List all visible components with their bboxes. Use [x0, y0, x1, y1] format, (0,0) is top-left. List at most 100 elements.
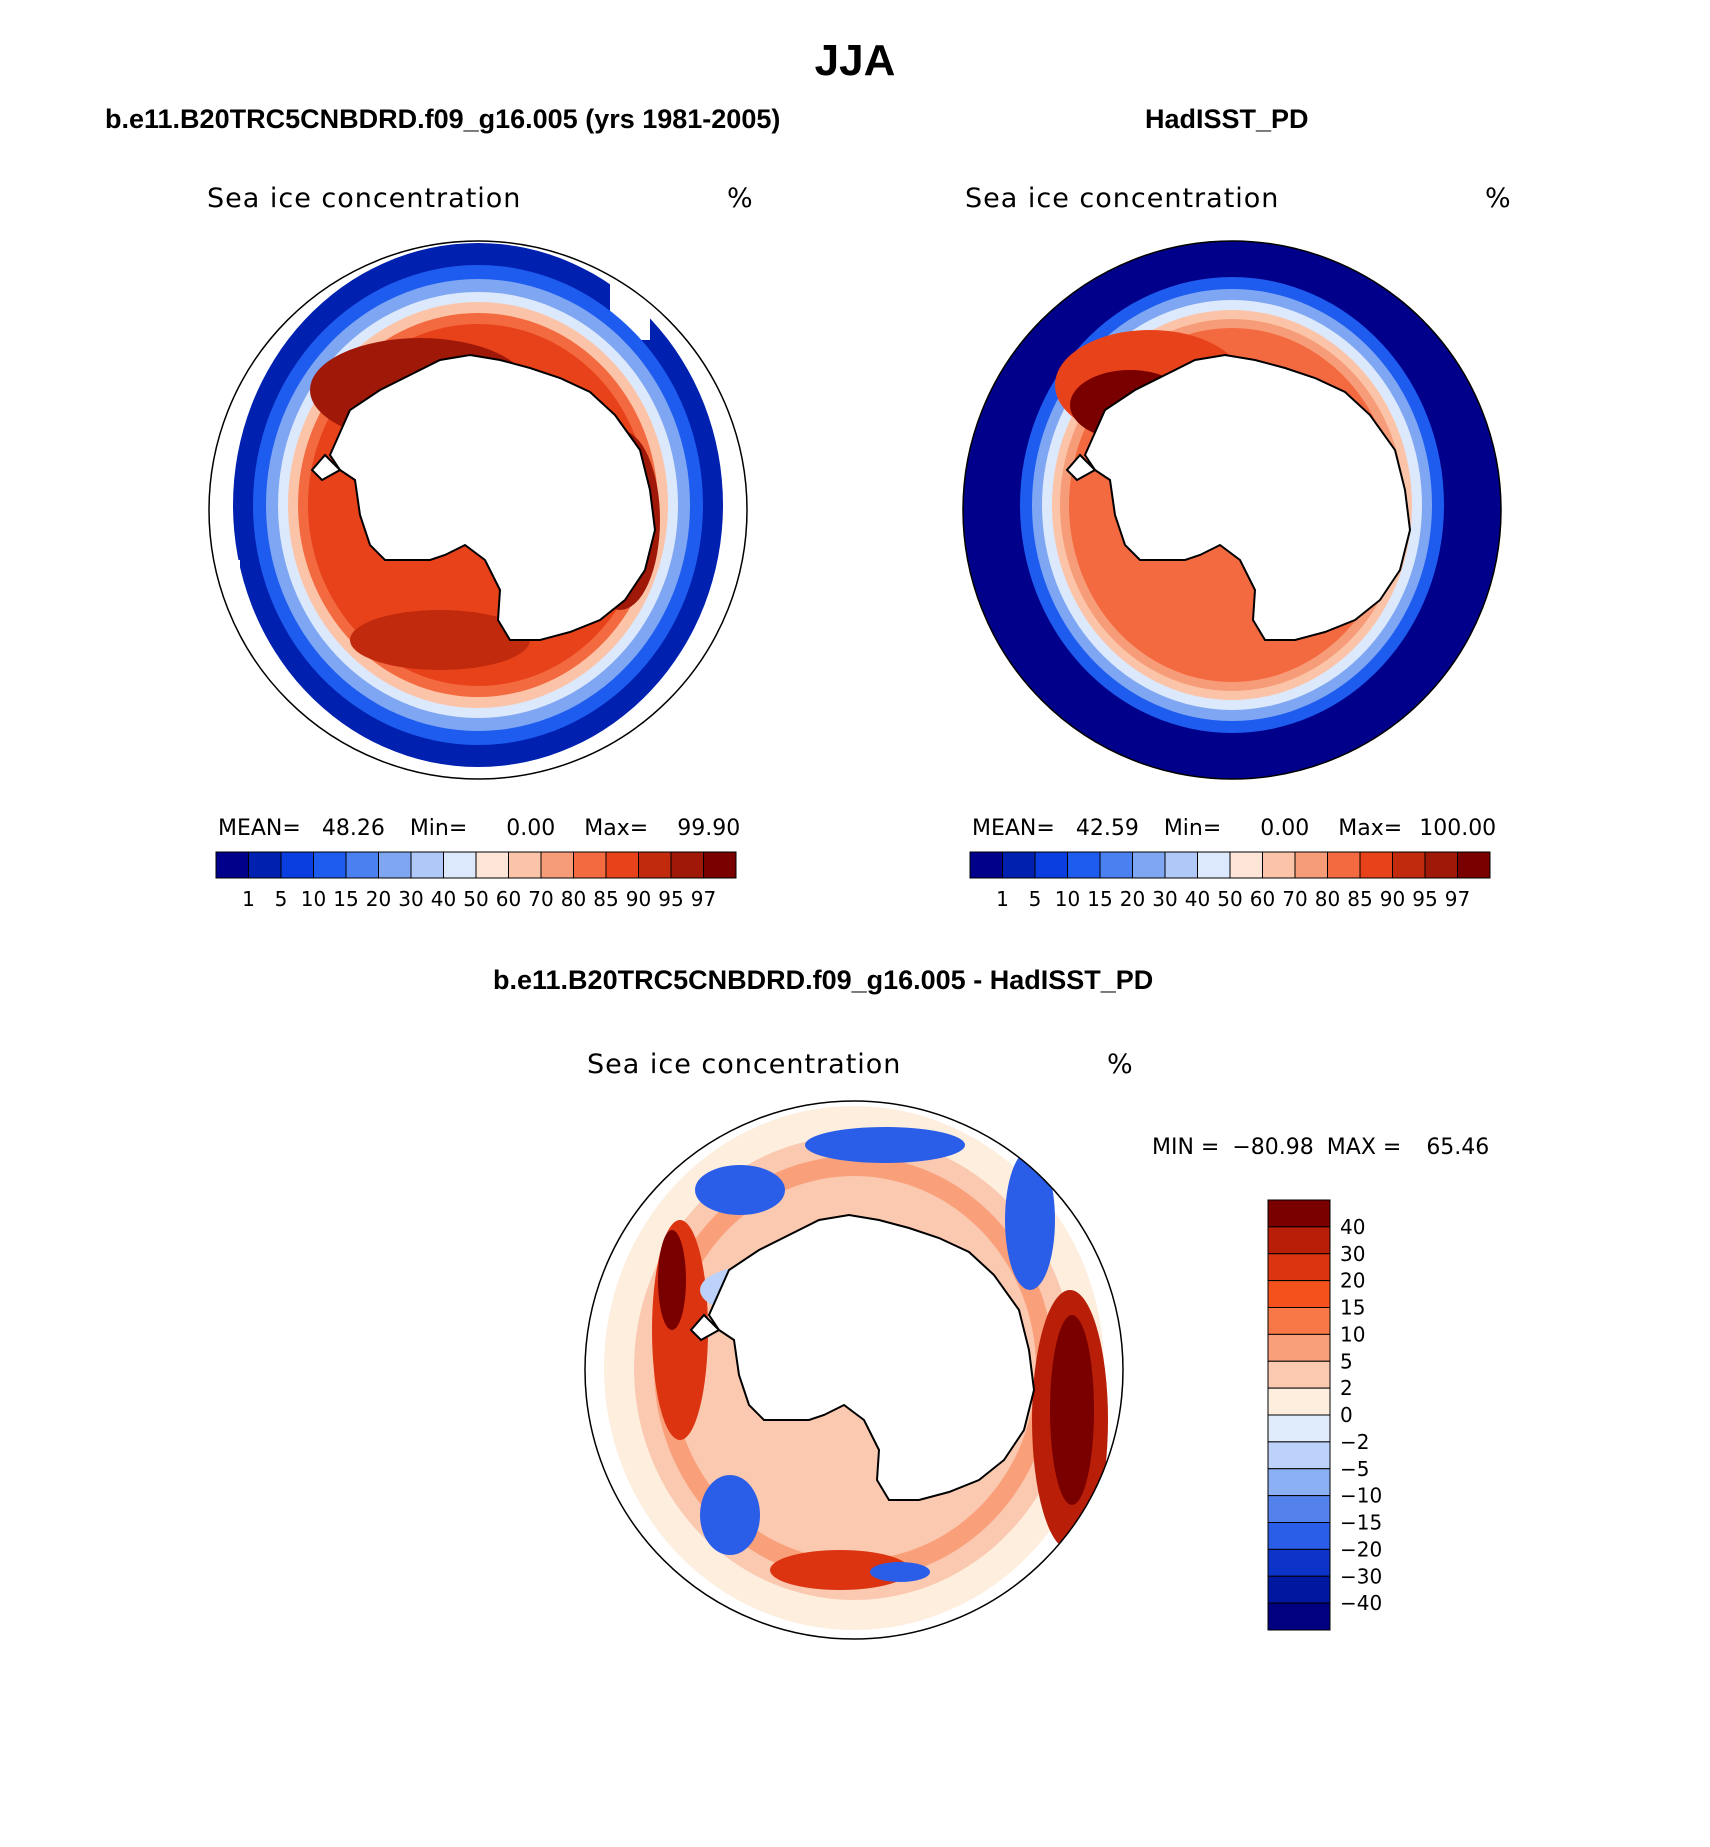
model-colorbar-swatch: [443, 851, 477, 879]
obs-mean-label: MEAN=: [972, 816, 1055, 841]
model-colorbar-swatch: [605, 851, 639, 879]
obs-colorbar-swatch: [1262, 851, 1296, 879]
model-colorbar-swatch: [508, 851, 542, 879]
obs-panel-title: HadISST_PD: [1145, 104, 1309, 134]
model-colorbar-swatch: [248, 851, 282, 879]
obs-colorbar-tick-label: 40: [1185, 887, 1210, 911]
diff-variable-label: Sea ice concentration: [587, 1049, 902, 1080]
model-colorbar-swatch: [410, 851, 444, 879]
obs-colorbar-swatch: [1294, 851, 1328, 879]
model-colorbar-swatch: [540, 851, 574, 879]
model-colorbar-tick-label: 60: [496, 887, 521, 911]
diff-colorbar-tick-label: 2: [1340, 1376, 1353, 1400]
diff-stats: MIN = −80.98 MAX = 65.46: [1152, 1135, 1489, 1160]
obs-colorbar-swatch: [1132, 851, 1166, 879]
model-units-label: %: [727, 183, 754, 214]
diff-min-value: −80.98: [1232, 1135, 1314, 1160]
obs-map: [962, 240, 1502, 780]
diff-colorbar-swatch: [1267, 1253, 1331, 1282]
model-mean-value: 48.26: [321, 816, 385, 841]
model-min-label: Min=: [409, 816, 468, 841]
obs-colorbar-tick-label: 20: [1120, 887, 1145, 911]
obs-colorbar-tick-label: 15: [1087, 887, 1112, 911]
obs-colorbar-swatch: [1327, 851, 1361, 879]
obs-colorbar-tick-label: 50: [1217, 887, 1242, 911]
model-colorbar: 1 5 10 15 20 30 40 50 60 70 80 85 90 95 97: [215, 851, 737, 911]
diff-colorbar-tick-label: −2: [1340, 1430, 1369, 1454]
diff-colorbar-swatch: [1267, 1495, 1331, 1523]
model-colorbar-tick-label: 5: [275, 887, 288, 911]
diff-colorbar-swatch: [1267, 1199, 1331, 1228]
obs-mean-value: 42.59: [1075, 816, 1139, 841]
model-colorbar-tick-label: 90: [626, 887, 651, 911]
diff-colorbar-tick-label: −5: [1340, 1457, 1369, 1481]
model-colorbar-tick-label: 85: [593, 887, 618, 911]
diff-colorbar-tick-label: −40: [1340, 1591, 1382, 1615]
model-max-label: Max=: [584, 816, 649, 841]
obs-max-value: 100.00: [1419, 816, 1497, 841]
obs-colorbar-swatch: [969, 851, 1003, 879]
obs-colorbar: 1 5 10 15 20 30 40 50 60 70 80 85 90 95 97: [969, 851, 1491, 911]
obs-colorbar-tick-label: 90: [1380, 887, 1405, 911]
diff-antarctica-land: [707, 1213, 1036, 1501]
model-colorbar-swatch: [215, 851, 249, 879]
obs-min-label: Min=: [1163, 816, 1222, 841]
diff-colorbar-swatch: [1267, 1226, 1331, 1255]
obs-colorbar-swatch: [1229, 851, 1263, 879]
model-colorbar-swatch: [638, 851, 672, 879]
model-colorbar-swatch: [475, 851, 509, 879]
model-colorbar-swatch: [670, 851, 704, 879]
obs-units-label: %: [1485, 183, 1512, 214]
diff-colorbar-tick-label: 10: [1340, 1322, 1365, 1346]
model-colorbar-tick-label: 30: [398, 887, 423, 911]
model-colorbar-tick-label: 50: [463, 887, 488, 911]
diff-colorbar-swatch: [1267, 1548, 1331, 1577]
diff-colorbar-tick-label: 0: [1340, 1403, 1353, 1427]
model-panel-title: b.e11.B20TRC5CNBDRD.f09_g16.005 (yrs 198…: [105, 104, 781, 134]
obs-colorbar-swatch: [1197, 851, 1231, 879]
obs-colorbar-swatch: [1392, 851, 1426, 879]
obs-colorbar-swatch: [1002, 851, 1036, 879]
model-min-value: 0.00: [506, 816, 556, 841]
model-colorbar-tick-label: 10: [301, 887, 326, 911]
obs-colorbar-swatch: [1424, 851, 1458, 879]
obs-antarctica-land: [1083, 353, 1412, 641]
diff-colorbar-swatch: [1267, 1575, 1331, 1604]
diff-colorbar-swatch: [1267, 1307, 1331, 1335]
obs-colorbar-tick-label: 5: [1029, 887, 1042, 911]
model-variable-label: Sea ice concentration: [207, 183, 522, 214]
diff-max-value: 65.46: [1426, 1135, 1490, 1160]
diff-colorbar-tick-label: −30: [1340, 1564, 1382, 1588]
obs-stats: MEAN= 42.59 Min= 0.00 Max= 100.00: [972, 816, 1496, 841]
obs-colorbar-tick-label: 30: [1152, 887, 1177, 911]
diff-map: [584, 1100, 1124, 1640]
diff-colorbar-swatch: [1267, 1280, 1331, 1308]
diff-colorbar-swatch: [1267, 1441, 1331, 1470]
model-colorbar-swatch: [313, 851, 347, 879]
obs-colorbar-tick-label: 80: [1315, 887, 1340, 911]
model-colorbar-tick-label: 70: [528, 887, 553, 911]
model-map: [208, 240, 748, 780]
obs-colorbar-tick-label: 95: [1412, 887, 1437, 911]
model-max-value: 99.90: [677, 816, 741, 841]
obs-colorbar-tick-label: 85: [1347, 887, 1372, 911]
diff-colorbar-swatch: [1267, 1360, 1331, 1389]
diff-max-label: MAX =: [1326, 1135, 1402, 1160]
model-colorbar-tick-label: 40: [431, 887, 456, 911]
diff-colorbar-tick-label: −15: [1340, 1511, 1382, 1535]
diff-colorbar-tick-label: 5: [1340, 1349, 1353, 1373]
diff-colorbar-swatch: [1267, 1333, 1331, 1362]
model-colorbar-swatch: [280, 851, 314, 879]
obs-colorbar-swatch: [1457, 851, 1491, 879]
diff-colorbar-tick-label: 40: [1340, 1215, 1365, 1239]
obs-colorbar-tick-label: 60: [1250, 887, 1275, 911]
obs-colorbar-swatch: [1099, 851, 1133, 879]
obs-colorbar-tick-label: 97: [1445, 887, 1470, 911]
diff-panel-title: b.e11.B20TRC5CNBDRD.f09_g16.005 - HadISS…: [493, 965, 1154, 995]
obs-variable-label: Sea ice concentration: [965, 183, 1280, 214]
model-colorbar-swatch: [573, 851, 607, 879]
model-colorbar-tick-label: 80: [561, 887, 586, 911]
obs-colorbar-tick-label: 1: [996, 887, 1009, 911]
diff-colorbar-swatch: [1267, 1602, 1331, 1631]
model-colorbar-tick-label: 15: [333, 887, 358, 911]
